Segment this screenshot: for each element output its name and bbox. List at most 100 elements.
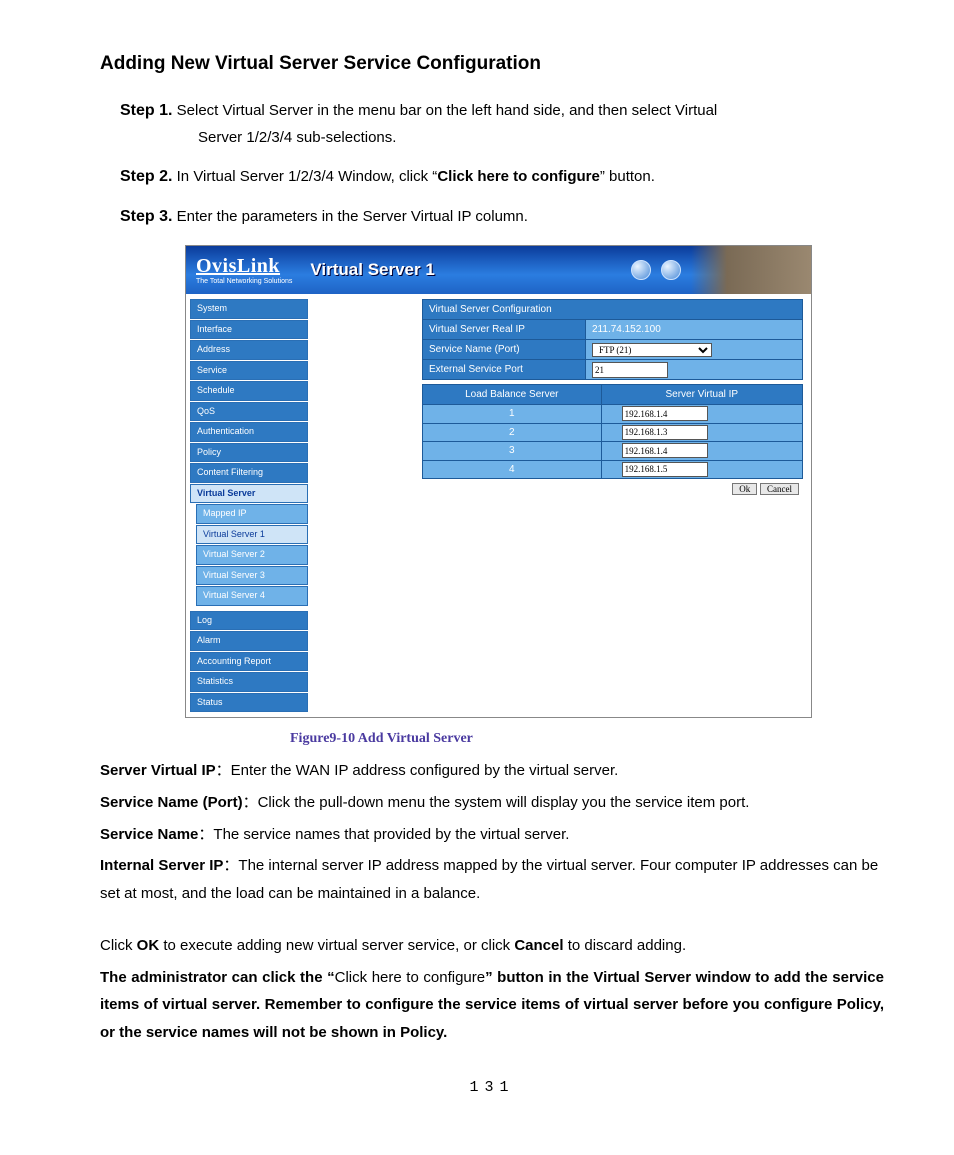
lb-row: 1 xyxy=(423,405,803,424)
def-text: Enter the WAN IP address configured by t… xyxy=(231,762,619,779)
nav-item[interactable]: System xyxy=(190,299,308,319)
lb-index: 2 xyxy=(423,423,602,442)
nav-item[interactable]: Statistics xyxy=(190,672,308,692)
brand-logo: OvisLink The Total Networking Solutions xyxy=(196,256,292,285)
def-text: Click the pull-down menu the system will… xyxy=(258,794,750,811)
globe-icon xyxy=(661,260,681,280)
nav-item[interactable]: Schedule xyxy=(190,381,308,401)
step-2: Step 2. In Virtual Server 1/2/3/4 Window… xyxy=(120,165,884,189)
lb-row: 2 xyxy=(423,423,803,442)
nav-sub-item[interactable]: Mapped IP xyxy=(196,504,308,524)
text: The administrator can click the “ xyxy=(100,969,335,986)
nav-item[interactable]: Content Filtering xyxy=(190,463,308,483)
def-service-name: Service Name：The service names that prov… xyxy=(100,821,884,849)
sep: ： xyxy=(198,826,213,843)
value-service: FTP (21) xyxy=(586,340,802,359)
load-balance-table: Load Balance Server Server Virtual IP 12… xyxy=(422,384,803,479)
nav-item[interactable]: Address xyxy=(190,340,308,360)
lb-index: 1 xyxy=(423,405,602,424)
nav-item-active[interactable]: Virtual Server xyxy=(190,484,308,504)
nav-item[interactable]: Alarm xyxy=(190,631,308,651)
header-photo xyxy=(691,246,811,294)
page-number: 131 xyxy=(100,1077,884,1100)
service-select[interactable]: FTP (21) xyxy=(592,343,712,357)
lb-ip-input[interactable] xyxy=(622,425,708,440)
value-ext-port xyxy=(586,360,802,379)
def-service-name-port: Service Name (Port)：Click the pull-down … xyxy=(100,789,884,817)
nav-item[interactable]: Interface xyxy=(190,320,308,340)
step-2-label: Step 2. xyxy=(120,168,172,185)
label-service: Service Name (Port) xyxy=(423,340,586,359)
cancel-button[interactable]: Cancel xyxy=(760,483,799,495)
label-real-ip: Virtual Server Real IP xyxy=(423,320,586,339)
lb-row: 3 xyxy=(423,442,803,461)
nav-item[interactable]: Policy xyxy=(190,443,308,463)
nav-sub-item[interactable]: Virtual Server 4 xyxy=(196,586,308,606)
step-3-label: Step 3. xyxy=(120,208,172,225)
screenshot-panel: OvisLink The Total Networking Solutions … xyxy=(185,245,812,718)
sep: ： xyxy=(243,794,258,811)
row-ext-port: External Service Port xyxy=(422,360,803,380)
nav-item[interactable]: Accounting Report xyxy=(190,652,308,672)
row-service: Service Name (Port) FTP (21) xyxy=(422,340,803,360)
text: to discard adding. xyxy=(564,937,687,954)
term: Service Name (Port) xyxy=(100,794,243,811)
lb-ip-input[interactable] xyxy=(622,406,708,421)
step-1-text: Select Virtual Server in the menu bar on… xyxy=(177,102,718,119)
lb-ip-cell xyxy=(601,460,802,479)
sep: ： xyxy=(216,762,231,779)
lb-ip-input[interactable] xyxy=(622,443,708,458)
figure-caption: Figure9-10 Add Virtual Server xyxy=(290,728,884,749)
lb-header-server: Load Balance Server xyxy=(423,385,602,405)
text: to execute adding new virtual server ser… xyxy=(159,937,514,954)
ok-button[interactable]: Ok xyxy=(732,483,757,495)
lb-index: 3 xyxy=(423,442,602,461)
step-2-text: In Virtual Server 1/2/3/4 Window, click … xyxy=(177,168,655,185)
text: Click here to configure xyxy=(335,969,485,986)
step-1: Step 1. Select Virtual Server in the men… xyxy=(120,99,884,150)
term: Internal Server IP xyxy=(100,857,223,874)
def-internal-server-ip: Internal Server IP：The internal server I… xyxy=(100,852,884,908)
config-panel: Virtual Server Configuration Virtual Ser… xyxy=(312,294,811,508)
brand-tagline: The Total Networking Solutions xyxy=(196,278,292,285)
cancel-bold: Cancel xyxy=(514,937,563,954)
nav-item[interactable]: Log xyxy=(190,611,308,631)
screen-title: Virtual Server 1 xyxy=(310,257,434,283)
lb-ip-cell xyxy=(601,405,802,424)
screenshot-header: OvisLink The Total Networking Solutions … xyxy=(186,246,811,294)
lb-ip-input[interactable] xyxy=(622,462,708,477)
button-row: Ok Cancel xyxy=(422,479,803,500)
lb-header-ip: Server Virtual IP xyxy=(601,385,802,405)
step-1-label: Step 1. xyxy=(120,102,172,119)
ok-bold: OK xyxy=(137,937,160,954)
nav-item[interactable]: Status xyxy=(190,693,308,713)
ext-port-input[interactable] xyxy=(592,362,668,378)
step-2-suffix: ” button. xyxy=(600,168,655,185)
def-text: The service names that provided by the v… xyxy=(213,826,569,843)
term: Server Virtual IP xyxy=(100,762,216,779)
text: Click xyxy=(100,937,137,954)
globe-icons xyxy=(631,260,681,280)
value-real-ip: 211.74.152.100 xyxy=(586,320,802,339)
term: Service Name xyxy=(100,826,198,843)
lb-row: 4 xyxy=(423,460,803,479)
page-title: Adding New Virtual Server Service Config… xyxy=(100,50,884,79)
nav-item[interactable]: Authentication xyxy=(190,422,308,442)
closing-1: Click OK to execute adding new virtual s… xyxy=(100,932,884,960)
lb-ip-cell xyxy=(601,442,802,461)
lb-index: 4 xyxy=(423,460,602,479)
brand-text: OvisLink xyxy=(196,256,292,276)
nav-item[interactable]: QoS xyxy=(190,402,308,422)
nav-sub-item[interactable]: Virtual Server 3 xyxy=(196,566,308,586)
globe-icon xyxy=(631,260,651,280)
def-server-virtual-ip: Server Virtual IP：Enter the WAN IP addre… xyxy=(100,757,884,785)
lb-ip-cell xyxy=(601,423,802,442)
nav-item[interactable]: Service xyxy=(190,361,308,381)
step-1-cont: Server 1/2/3/4 sub-selections. xyxy=(198,127,884,150)
step-2-bold: Click here to configure xyxy=(437,168,600,185)
label-ext-port: External Service Port xyxy=(423,360,586,379)
step-2-prefix: In Virtual Server 1/2/3/4 Window, click … xyxy=(177,168,438,185)
config-heading: Virtual Server Configuration xyxy=(422,299,803,320)
nav-sub-item[interactable]: Virtual Server 1 xyxy=(196,525,308,545)
nav-sub-item[interactable]: Virtual Server 2 xyxy=(196,545,308,565)
